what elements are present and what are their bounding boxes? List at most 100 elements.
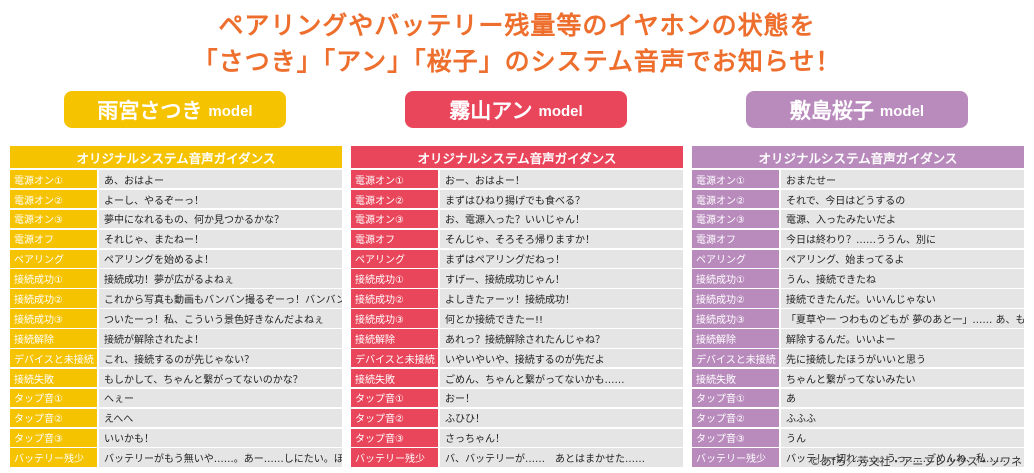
table-row: デバイスと未接続 いやいやいや、接続するのが先だよ	[351, 349, 683, 368]
row-label: タップ音②	[10, 408, 97, 428]
row-voice-text: 接続が解除されたよ！	[99, 329, 342, 348]
table-row: ペアリング ペアリング、始まってるよ	[692, 249, 1024, 268]
row-voice-text: これ、接続するのが先じゃない？	[99, 349, 342, 368]
table-row: 接続解除 あれっ？接続解除されたんじゃね？	[351, 329, 683, 348]
row-voice-text: さっちゃん！	[440, 428, 683, 447]
model-name: 敷島桜子	[789, 98, 874, 123]
row-voice-text: ふひひ！	[440, 408, 683, 428]
row-voice-text: まずはペアリングだねっ！	[440, 249, 683, 268]
row-label: バッテリー残少	[692, 448, 779, 467]
table-row: 接続成功② よしきたァーッ！接続成功！	[351, 289, 683, 308]
table-row: 接続成功① すげー、接続成功じゃん！	[351, 269, 683, 288]
guidance-table-satsuki: オリジナルシステム音声ガイダンス 電源オン① あ、おはよー 電源オン② よーし、やるぞ…	[10, 146, 342, 468]
table-row: 接続成功① うん、接続できたね	[692, 269, 1024, 288]
row-label: 電源オフ	[692, 229, 779, 249]
row-label: タップ音②	[351, 408, 438, 428]
row-voice-text: あれっ？接続解除されたんじゃね？	[440, 329, 683, 348]
table-row: 電源オフ それじゃ、またねー！	[10, 229, 342, 249]
row-voice-text: いいかも！	[99, 428, 342, 447]
row-label: 電源オン③	[692, 209, 779, 229]
row-label: ペアリング	[351, 249, 438, 268]
row-label: 電源オン①	[692, 170, 779, 189]
row-voice-text: もしかして、ちゃんと繋がってないのかな？	[99, 368, 342, 388]
table-row: 接続成功③ ついたーっ！私、こういう景色好きなんだよねぇ	[10, 309, 342, 328]
table-row: 接続解除 解除するんだ。いいよー	[692, 329, 1024, 348]
table-row: 電源オン② それで、今日はどうするの	[692, 189, 1024, 209]
row-voice-text: ごめん、ちゃんと繋がってないかも……	[440, 368, 683, 388]
row-label: 電源オン①	[351, 170, 438, 189]
row-voice-text: うん	[781, 428, 1024, 447]
table-row: 電源オン① あ、おはよー	[10, 170, 342, 189]
table-row: タップ音③ さっちゃん！	[351, 428, 683, 447]
row-voice-text: すげー、接続成功じゃん！	[440, 269, 683, 288]
row-voice-text: ふふふ	[781, 408, 1024, 428]
row-voice-text: まずはひねり揚げでも食べる？	[440, 189, 683, 209]
table-row: デバイスと未接続 先に接続したほうがいいと思う	[692, 349, 1024, 368]
row-voice-text: えへへ	[99, 408, 342, 428]
model-suffix: model	[879, 103, 925, 120]
row-label: タップ音①	[351, 388, 438, 408]
row-voice-text: 「夏草や一 つわものどもが 夢のあと一」…… あ、もう大丈夫ですー	[781, 309, 1024, 328]
table-row: 電源オン① おー、おはよー！	[351, 170, 683, 189]
row-label: 接続失敗	[10, 368, 97, 388]
row-label: バッテリー残少	[351, 448, 438, 467]
headline-line-1: ペアリングやバッテリー残量等のイヤホンの状態を	[218, 11, 816, 40]
row-voice-text: お、電源入った？いいじゃん！	[440, 209, 683, 229]
table-row: 電源オン③ お、電源入った？いいじゃん！	[351, 209, 683, 229]
table-row: 接続失敗 もしかして、ちゃんと繋がってないのかな？	[10, 368, 342, 388]
row-label: タップ音①	[692, 388, 779, 408]
guidance-table-sakurako: オリジナルシステム音声ガイダンス 電源オン① おまたせー 電源オン② それで、今日はど…	[692, 146, 1024, 468]
table-row: ペアリング まずはペアリングだねっ！	[351, 249, 683, 268]
row-voice-text: よしきたァーッ！接続成功！	[440, 289, 683, 308]
table-row: ペアリング ペアリングを始めるよ！	[10, 249, 342, 268]
row-voice-text: 解除するんだ。いいよー	[781, 329, 1024, 348]
table-row: デバイスと未接続 これ、接続するのが先じゃない？	[10, 349, 342, 368]
row-voice-text: ちゃんと繋がってないみたい	[781, 368, 1024, 388]
row-label: 接続成功③	[692, 309, 779, 328]
table-row: 電源オン② よーし、やるぞーっ！	[10, 189, 342, 209]
row-label: タップ音③	[10, 428, 97, 447]
row-voice-text: それで、今日はどうするの	[781, 189, 1024, 209]
row-label: 接続成功①	[10, 269, 97, 288]
table-row: バッテリー残少バッテリーがもう無いや……。あー……しにたい。ほげ～……	[10, 448, 342, 467]
table-row: 接続成功② 接続できたんだ。いいんじゃない	[692, 289, 1024, 308]
table-row: タップ音③ うん	[692, 428, 1024, 447]
model-badge-satsuki: 雨宮さつき model	[64, 91, 286, 128]
row-voice-text: いやいやいや、接続するのが先だよ	[440, 349, 683, 368]
row-voice-text: それじゃ、またねー！	[99, 229, 342, 249]
row-voice-text: あ、おはよー	[99, 170, 342, 189]
row-label: ペアリング	[692, 249, 779, 268]
copyright-text: ©あfろ／芳文社・アニプレックス・ソワネ	[809, 455, 1022, 468]
row-voice-text: バ、バッテリーが…… あとはまかせた……	[440, 448, 683, 467]
model-suffix: model	[208, 103, 253, 120]
table-row: 電源オン③ 夢中になれるもの、何か見つかるかな？	[10, 209, 342, 229]
row-voice-text: あ	[781, 388, 1024, 408]
row-label: ペアリング	[10, 249, 97, 268]
row-label: デバイスと未接続	[692, 349, 779, 368]
table-row: 電源オフ 今日は終わり？……ううん、別に	[692, 229, 1024, 249]
table-header: オリジナルシステム音声ガイダンス	[351, 146, 683, 168]
row-voice-text: 何とか接続できたー!!	[440, 309, 683, 328]
table-rows: 電源オン① おまたせー 電源オン② それで、今日はどうするの 電源オン③ 電源、入ったみた…	[692, 170, 1024, 467]
row-label: 接続失敗	[351, 368, 438, 388]
row-label: 接続成功②	[351, 289, 438, 308]
table-row: 電源オン③ 電源、入ったみたいだよ	[692, 209, 1024, 229]
row-label: 電源オン③	[10, 209, 97, 229]
row-voice-text: おー！	[440, 388, 683, 408]
table-rows: 電源オン① あ、おはよー 電源オン② よーし、やるぞーっ！ 電源オン③ 夢中になれるもの、…	[10, 170, 342, 467]
row-voice-text: これから写真も動画もバンバン撮るぞーっ！バンバンババーン！	[99, 289, 342, 308]
row-voice-text: 先に接続したほうがいいと思う	[781, 349, 1024, 368]
table-row: 電源オン② まずはひねり揚げでも食べる？	[351, 189, 683, 209]
row-voice-text: 今日は終わり？……ううん、別に	[781, 229, 1024, 249]
table-row: 接続解除 接続が解除されたよ！	[10, 329, 342, 348]
model-suffix: model	[538, 103, 583, 120]
row-label: 接続成功①	[692, 269, 779, 288]
headline-line-2: 「さつき」「アン」「桜子」のシステム音声でお知らせ！	[192, 47, 842, 76]
row-voice-text: ペアリング、始まってるよ	[781, 249, 1024, 268]
row-label: 接続成功①	[351, 269, 438, 288]
row-label: 接続失敗	[692, 368, 779, 388]
row-label: 電源オン①	[10, 170, 97, 189]
row-voice-text: バッテリー切れ……。うっ……ごめんね、私……	[781, 448, 1024, 467]
row-label: バッテリー残少	[10, 448, 97, 467]
